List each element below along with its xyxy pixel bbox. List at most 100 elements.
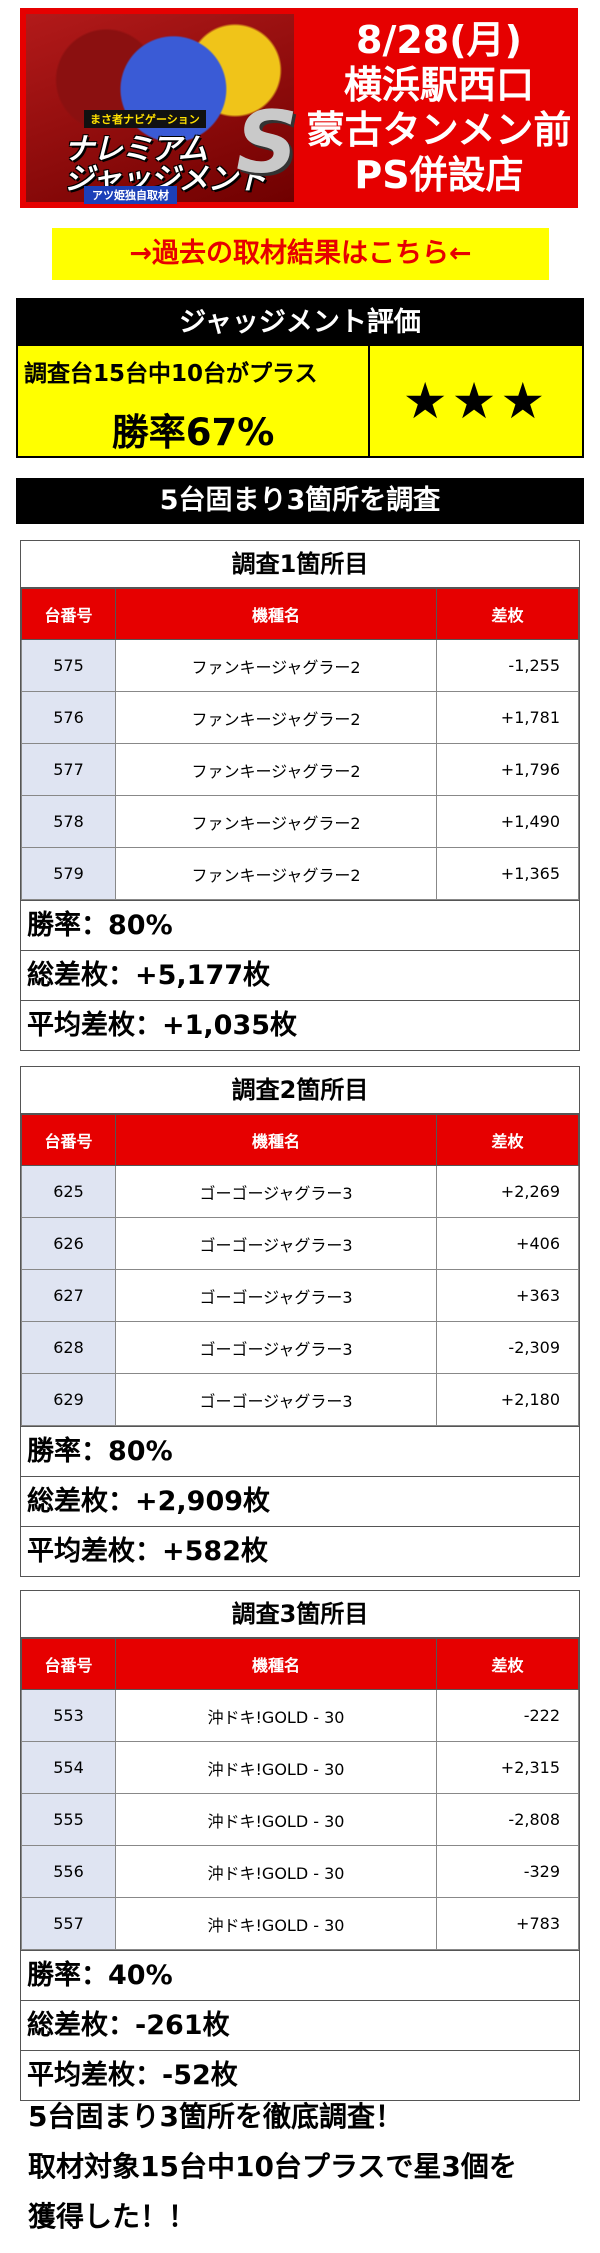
table-row: 579 ファンキージャグラー2 +1,365 [21, 847, 579, 900]
table-header-row: 台番号 機種名 差枚 [21, 1114, 579, 1166]
location-line-2: 蒙古タンメン前 [306, 108, 572, 152]
medal-diff: +363 [436, 1269, 579, 1322]
table-row: 629 ゴーゴージャグラー3 +2,180 [21, 1373, 579, 1426]
machine-no: 627 [21, 1269, 116, 1322]
table-row: 577 ファンキージャグラー2 +1,796 [21, 743, 579, 796]
survey-table: 台番号 機種名 差枚 553 沖ドキ!GOLD - 30 -222 554 沖ドキ!G… [21, 1638, 579, 1950]
survey-title: 調査3箇所目 [21, 1591, 579, 1638]
header-info: 8/28(月) 横浜駅西口 蒙古タンメン前 PS併設店 [300, 18, 578, 198]
machine-name: 沖ドキ!GOLD - 30 [115, 1897, 437, 1950]
machine-name: 沖ドキ!GOLD - 30 [115, 1793, 437, 1846]
location-line-3: PS併設店 [354, 153, 524, 197]
medal-diff: +2,180 [436, 1373, 579, 1426]
survey-block-3: 調査3箇所目 台番号 機種名 差枚 553 沖ドキ!GOLD - 30 -222 5… [20, 1590, 580, 2101]
medal-diff: +1,490 [436, 795, 579, 848]
survey-table: 台番号 機種名 差枚 575 ファンキージャグラー2 -1,255 576 ファンキー… [21, 588, 579, 900]
column-header-diff: 差枚 [436, 1638, 579, 1690]
machine-name: ファンキージャグラー2 [115, 795, 437, 848]
machine-name: 沖ドキ!GOLD - 30 [115, 1845, 437, 1898]
evaluation-summary-text: 調査台15台中10台がプラス [24, 361, 318, 387]
judgment-evaluation: ジャッジメント評価 調査台15台中10台がプラス 勝率67% ★★★ [16, 298, 584, 458]
machine-no: 626 [21, 1217, 116, 1270]
medal-diff: +783 [436, 1897, 579, 1950]
conclusion-line-3: 獲得した！！ [28, 2200, 197, 2233]
win-rate: 勝率：40% [21, 1950, 579, 2000]
machine-no: 579 [21, 847, 116, 900]
star-rating: ★★★ [402, 372, 550, 430]
machine-no: 575 [21, 639, 116, 692]
machine-name: ゴーゴージャグラー3 [115, 1217, 437, 1270]
machine-no: 556 [21, 1845, 116, 1898]
report-date: 8/28(月) [356, 18, 522, 62]
total-diff: 総差枚：+5,177枚 [21, 950, 579, 1000]
location-line-1: 横浜駅西口 [343, 63, 534, 107]
medal-diff: +2,269 [436, 1165, 579, 1218]
total-diff: 総差枚：+2,909枚 [21, 1476, 579, 1526]
survey-block-1: 調査1箇所目 台番号 機種名 差枚 575 ファンキージャグラー2 -1,255 5… [20, 540, 580, 1051]
column-header-machine-no: 台番号 [21, 1638, 116, 1690]
table-row: 625 ゴーゴージャグラー3 +2,269 [21, 1165, 579, 1218]
table-row: 555 沖ドキ!GOLD - 30 -2,808 [21, 1793, 579, 1846]
logo-subtitle: アツ姫独自取材 [84, 186, 177, 204]
machine-name: 沖ドキ!GOLD - 30 [115, 1741, 437, 1794]
column-header-machine-no: 台番号 [21, 588, 116, 640]
table-row: 575 ファンキージャグラー2 -1,255 [21, 639, 579, 692]
table-row: 557 沖ドキ!GOLD - 30 +783 [21, 1897, 579, 1950]
header-banner: まさ者ナビゲーション ナレミアム ジャッジメント S アツ姫独自取材 8/28(… [20, 8, 578, 208]
column-header-machine-no: 台番号 [21, 1114, 116, 1166]
evaluation-summary: 調査台15台中10台がプラス 勝率67% [18, 346, 370, 456]
medal-diff: +1,781 [436, 691, 579, 744]
column-header-machine-name: 機種名 [115, 588, 437, 640]
machine-name: 沖ドキ!GOLD - 30 [115, 1689, 437, 1742]
medal-diff: -2,808 [436, 1793, 579, 1846]
logo-artwork [26, 14, 294, 202]
average-diff: 平均差枚：+1,035枚 [21, 1000, 579, 1050]
machine-no: 578 [21, 795, 116, 848]
conclusion-text: 5台固まり3箇所を徹底調査！ 取材対象15台中10台プラスで星3個を 獲得した！… [28, 2092, 588, 2242]
medal-diff: -329 [436, 1845, 579, 1898]
past-results-link[interactable]: →過去の取材結果はこちら← [52, 228, 549, 280]
column-header-machine-name: 機種名 [115, 1114, 437, 1166]
machine-name: ファンキージャグラー2 [115, 847, 437, 900]
table-row: 578 ファンキージャグラー2 +1,490 [21, 795, 579, 848]
machine-no: 557 [21, 1897, 116, 1950]
machine-name: ゴーゴージャグラー3 [115, 1321, 437, 1374]
logo-title-line1: ナレミアム [64, 132, 208, 167]
conclusion-line-1: 5台固まり3箇所を徹底調査！ [28, 2100, 403, 2133]
survey-title: 調査2箇所目 [21, 1067, 579, 1114]
table-row: 556 沖ドキ!GOLD - 30 -329 [21, 1845, 579, 1898]
table-header-row: 台番号 機種名 差枚 [21, 1638, 579, 1690]
section-heading: 5台固まり3箇所を調査 [16, 478, 584, 524]
machine-no: 628 [21, 1321, 116, 1374]
table-row: 626 ゴーゴージャグラー3 +406 [21, 1217, 579, 1270]
machine-no: 577 [21, 743, 116, 796]
medal-diff: -222 [436, 1689, 579, 1742]
total-diff: 総差枚：-261枚 [21, 2000, 579, 2050]
premium-judgment-logo: まさ者ナビゲーション ナレミアム ジャッジメント S アツ姫独自取材 [26, 14, 298, 204]
logo-s-mark: S [236, 93, 298, 193]
medal-diff: +1,796 [436, 743, 579, 796]
table-row: 576 ファンキージャグラー2 +1,781 [21, 691, 579, 744]
machine-name: ファンキージャグラー2 [115, 639, 437, 692]
table-row: 553 沖ドキ!GOLD - 30 -222 [21, 1689, 579, 1742]
column-header-diff: 差枚 [436, 1114, 579, 1166]
win-rate: 勝率：80% [21, 900, 579, 950]
machine-no: 554 [21, 1741, 116, 1794]
table-row: 628 ゴーゴージャグラー3 -2,309 [21, 1321, 579, 1374]
medal-diff: -1,255 [436, 639, 579, 692]
machine-no: 553 [21, 1689, 116, 1742]
machine-no: 625 [21, 1165, 116, 1218]
column-header-diff: 差枚 [436, 588, 579, 640]
machine-name: ゴーゴージャグラー3 [115, 1269, 437, 1322]
table-row: 627 ゴーゴージャグラー3 +363 [21, 1269, 579, 1322]
evaluation-win-rate: 勝率67% [111, 411, 275, 454]
medal-diff: +1,365 [436, 847, 579, 900]
survey-block-2: 調査2箇所目 台番号 機種名 差枚 625 ゴーゴージャグラー3 +2,269 62… [20, 1066, 580, 1577]
machine-no: 555 [21, 1793, 116, 1846]
medal-diff: +2,315 [436, 1741, 579, 1794]
medal-diff: +406 [436, 1217, 579, 1270]
average-diff: 平均差枚：+582枚 [21, 1526, 579, 1576]
win-rate: 勝率：80% [21, 1426, 579, 1476]
evaluation-body: 調査台15台中10台がプラス 勝率67% ★★★ [18, 346, 582, 456]
machine-name: ファンキージャグラー2 [115, 691, 437, 744]
